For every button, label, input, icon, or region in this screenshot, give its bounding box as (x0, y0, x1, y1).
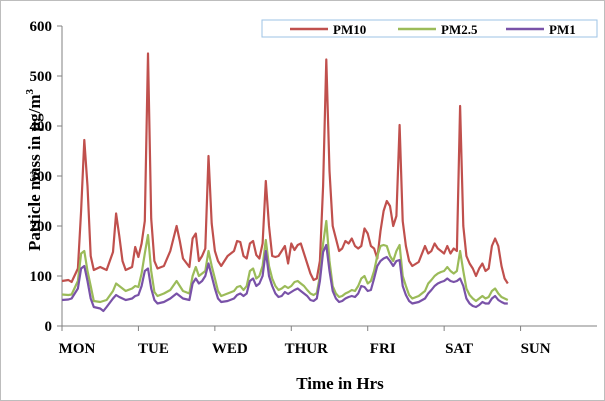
x-axis-title: Time in Hrs (296, 374, 384, 393)
x-tick-label: THUR (285, 341, 329, 357)
x-tick-label: TUE (138, 341, 169, 357)
y-axis-title: Particle mass in μg/m3 (24, 89, 44, 251)
legend-pm1-label: PM1 (549, 22, 576, 37)
y-tick-label: 100 (30, 269, 53, 285)
x-tick-label: FRI (370, 341, 396, 357)
series-line-pm10 (61, 52, 509, 285)
series-line-pm25 (61, 219, 509, 304)
series-line-pm1 (61, 243, 508, 313)
legend-pm10-label: PM10 (333, 22, 366, 37)
y-tick-label: 600 (30, 19, 53, 35)
plot-area: 0 100 200 300 400 500 600 MON TUE WED THUR FRI SAT SU… (30, 19, 597, 357)
y-tick-label: 500 (30, 69, 53, 85)
y-axis-title-sup: 3 (24, 89, 36, 95)
y-axis-title-main: Particle mass in μg/m (25, 95, 44, 251)
y-tick-label: 400 (30, 119, 53, 135)
x-tick-label: SUN (521, 341, 551, 357)
x-tick-label: MON (59, 341, 96, 357)
y-tick-label: 300 (30, 169, 53, 185)
legend-pm25-label: PM2.5 (441, 22, 478, 37)
legend: PM10 PM2.5 PM1 (261, 19, 598, 38)
y-tick-label: 200 (30, 219, 53, 235)
x-tick-label: SAT (445, 341, 473, 357)
y-tick-label: 0 (45, 319, 53, 335)
x-tick-label: WED (212, 341, 248, 357)
